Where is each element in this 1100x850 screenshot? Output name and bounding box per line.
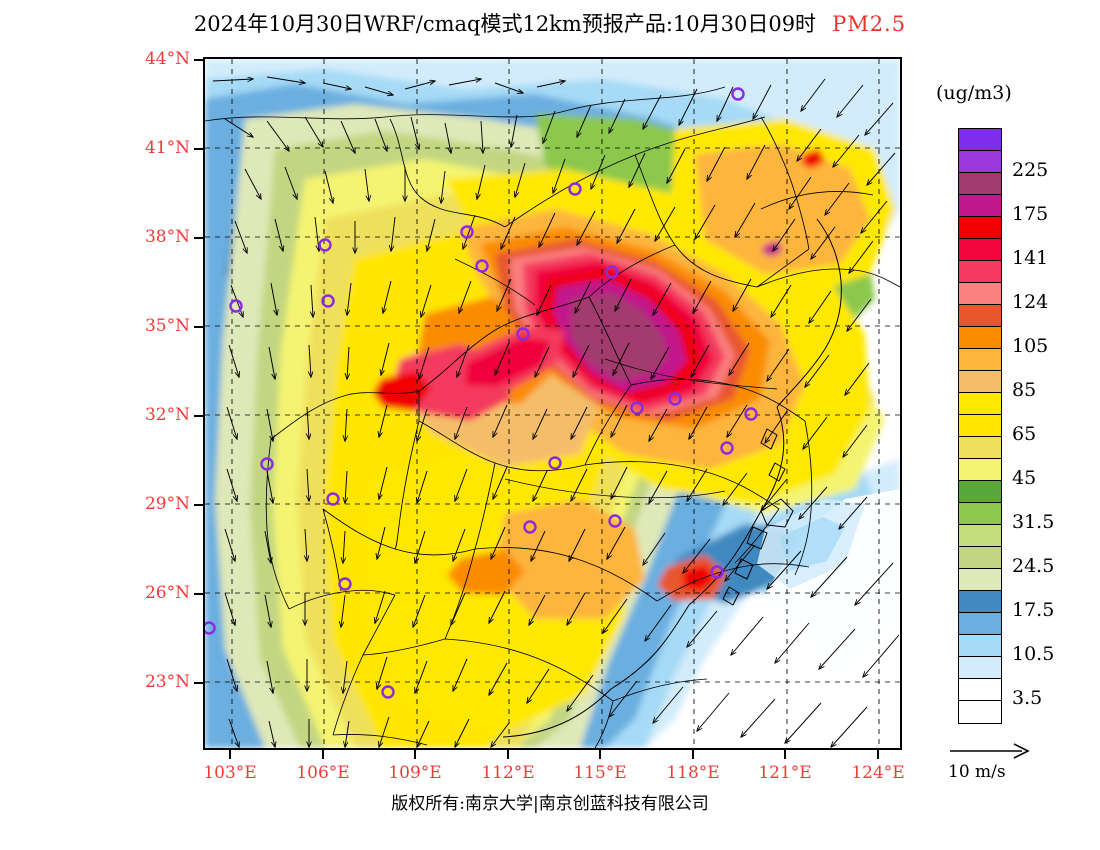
lat-tick-26 [194,593,203,595]
colorbar-band-14 [959,437,1001,459]
city-markers[interactable] [205,87,758,699]
lat-tick-32 [194,415,203,417]
lon-tick-106 [322,750,324,759]
colorbar-band-12 [959,393,1001,415]
lon-label-112: 112°E [481,763,535,783]
colorbar-label-105: 105 [1012,335,1049,357]
colorbar-band-5 [959,239,1001,261]
copyright-footer: 版权所有:南京大学|南京创蓝科技有限公司 [391,794,709,814]
lon-tick-121 [784,750,786,759]
lon-label-118: 118°E [666,763,720,783]
colorbar-band-23 [959,635,1001,657]
colorbar-band-20 [959,569,1001,591]
colorbar-band-4 [959,217,1001,239]
colorbar-band-24 [959,657,1001,679]
colorbar-label-3-5: 3.5 [1012,687,1043,709]
lat-label-35: 35°N [144,316,190,336]
colorbar-band-0 [959,129,1001,151]
lat-label-29: 29°N [144,494,190,514]
colorbar-label-24-5: 24.5 [1012,555,1055,577]
lat-label-44: 44°N [144,49,190,69]
colorbar-band-26 [959,701,1001,723]
colorbar-label-85: 85 [1012,379,1037,401]
wind-arrow-icon [950,743,1030,759]
wind-scale-label: 10 m/s [948,762,1006,782]
colorbar-label-31-5: 31.5 [1012,511,1055,533]
colorbar-band-11 [959,371,1001,393]
title-species-label: PM2.5 [832,12,907,36]
lat-tick-35 [194,326,203,328]
colorbar-band-21 [959,591,1001,613]
forecast-map-plot[interactable] [203,57,902,750]
page-title: 2024年10月30日WRF/cmaq模式12km预报产品:10月30日09时 P… [0,8,1100,38]
title-main-text: 2024年10月30日WRF/cmaq模式12km预报产品:10月30日09时 [193,12,817,36]
colorbar-band-7 [959,283,1001,305]
colorbar-band-15 [959,459,1001,481]
colorbar-band-6 [959,261,1001,283]
lon-label-103: 103°E [203,763,257,783]
lat-tick-41 [194,148,203,150]
province-boundaries [205,86,900,748]
lat-label-32: 32°N [144,405,190,425]
colorbar-label-141: 141 [1012,247,1049,269]
graticule [205,59,900,748]
colorbar[interactable] [958,128,1002,724]
colorbar-band-16 [959,481,1001,503]
colorbar-band-13 [959,415,1001,437]
lat-label-38: 38°N [144,227,190,247]
lon-label-121: 121°E [758,763,812,783]
ocean-clear-region [675,489,900,748]
colorbar-label-65: 65 [1012,423,1037,445]
colorbar-band-18 [959,525,1001,547]
lat-label-23: 23°N [144,672,190,692]
wind-vectors [212,77,900,747]
lat-tick-38 [194,237,203,239]
lon-label-115: 115°E [573,763,627,783]
lon-tick-115 [599,750,601,759]
lon-tick-118 [692,750,694,759]
lon-tick-112 [507,750,509,759]
lat-tick-23 [194,682,203,684]
colorbar-label-175: 175 [1012,203,1049,225]
colorbar-band-19 [959,547,1001,569]
lon-label-124: 124°E [851,763,905,783]
colorbar-label-17-5: 17.5 [1012,599,1055,621]
colorbar-label-225: 225 [1012,159,1049,181]
colorbar-label-10-5: 10.5 [1012,643,1055,665]
coastline [502,218,842,738]
colorbar-unit-label: (ug/m3) [936,82,1012,104]
lat-tick-44 [194,59,203,61]
colorbar-band-1 [959,151,1001,173]
lon-label-109: 109°E [388,763,442,783]
colorbar-band-10 [959,349,1001,371]
lon-tick-124 [877,750,879,759]
lon-label-106: 106°E [296,763,350,783]
colorbar-band-9 [959,327,1001,349]
colorbar-band-17 [959,503,1001,525]
colorbar-band-8 [959,305,1001,327]
colorbar-band-25 [959,679,1001,701]
colorbar-band-3 [959,195,1001,217]
lat-label-26: 26°N [144,583,190,603]
colorbar-label-45: 45 [1012,467,1037,489]
lon-tick-103 [229,750,231,759]
lat-label-41: 41°N [144,138,190,158]
colorbar-band-22 [959,613,1001,635]
colorbar-band-2 [959,173,1001,195]
lat-tick-29 [194,504,203,506]
lon-tick-109 [414,750,416,759]
pm25-contour-field [205,59,900,748]
colorbar-label-124: 124 [1012,291,1049,313]
wind-scale-key: 10 m/s [948,742,1088,782]
